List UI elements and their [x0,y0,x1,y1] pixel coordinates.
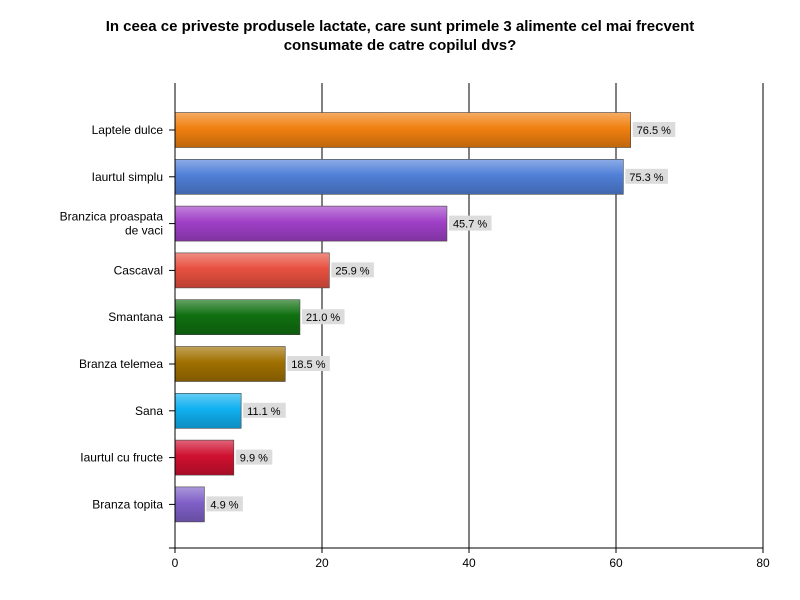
bar [174,392,242,429]
data-label-bg [206,496,243,512]
data-label-bg [632,122,676,137]
axis-layer [169,83,764,553]
category-label: Branzica proaspata de vaci [60,210,164,238]
data-label-bg [301,309,345,325]
data-label: 75.3 % [629,172,663,184]
data-label: 18.5 % [291,359,325,371]
data-label: 11.1 % [247,406,281,418]
chart-title: In ceea ce priveste produsele lactate, c… [105,18,695,54]
bar [174,112,632,148]
category-label: Cascaval [114,263,163,277]
label-layer: 0 20 40 60 80 Laptele dulce 76.5 % Iaurtul simp… [60,122,770,570]
bar [174,205,448,242]
tick-label-x-80: 80 [756,556,770,570]
tick-label-x-60: 60 [609,556,623,570]
tick-label-x-40: 40 [462,556,476,570]
data-label: 21.0 % [306,312,340,324]
bar [174,486,205,523]
data-label: 45.7 % [453,219,487,231]
category-label: Branza telemea [79,357,163,371]
data-label-bg [287,356,330,371]
category-label: Laptele dulce [92,123,164,137]
bar [174,252,330,289]
category-label: Iaurtul cu fructe [80,451,163,465]
data-label: 4.9 % [210,499,238,511]
data-label-bg [235,449,273,465]
tick-label-x-20: 20 [315,556,329,570]
category-label: Smantana [108,310,163,324]
bar-layer [174,112,632,523]
bar [174,439,235,476]
data-label: 9.9 % [240,453,268,465]
data-label-bg [243,402,286,418]
category-label: Branza topita [92,497,163,511]
data-label: 76.5 % [637,125,671,137]
data-label-bg [448,215,492,231]
bar [174,346,286,382]
bar [174,159,624,195]
bar [174,299,301,336]
data-label-bg [331,262,374,278]
category-label: Iaurtul simplu [92,170,163,184]
data-label-bg [625,168,668,184]
tick-label-x-0: 0 [172,556,179,570]
category-label: Sana [135,404,163,418]
data-label: 25.9 % [335,265,369,277]
